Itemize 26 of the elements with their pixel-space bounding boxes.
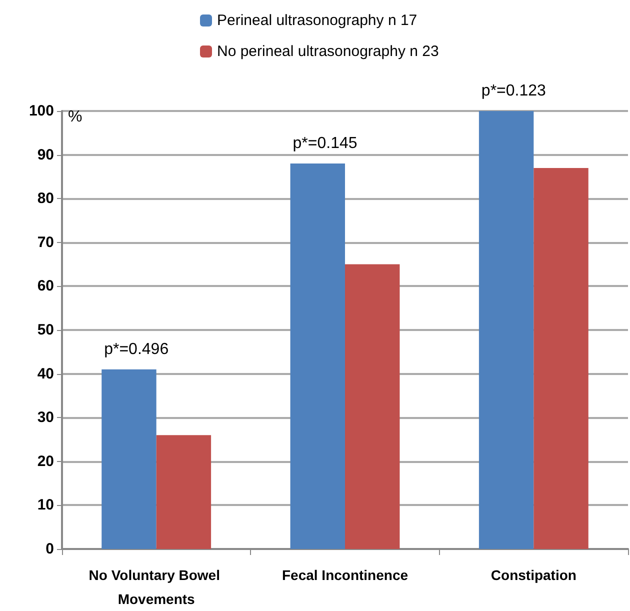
bar xyxy=(478,111,534,549)
legend-label: No perineal ultrasonography n 23 xyxy=(217,43,439,60)
x-tick-label: Constipation xyxy=(490,567,576,583)
y-tick-label: 10 xyxy=(37,496,54,514)
bar xyxy=(345,264,400,549)
y-tick-label: 50 xyxy=(37,322,54,338)
annotation: p*=0.123 xyxy=(481,82,546,100)
annotation: p*=0.145 xyxy=(292,135,358,152)
y-tick-label: 60 xyxy=(37,278,54,295)
bar xyxy=(290,164,345,549)
bar xyxy=(534,168,588,549)
y-tick-label: 40 xyxy=(37,365,54,382)
x-tick-label: No Voluntary Bowel Movements xyxy=(88,567,224,607)
bar xyxy=(156,435,212,549)
y-tick-label: 70 xyxy=(37,234,54,251)
x-tick-label: Fecal Incontinence xyxy=(282,567,408,583)
bar xyxy=(102,369,156,549)
annotation: p*=0.496 xyxy=(104,340,169,358)
y-tick-label: 80 xyxy=(37,190,54,208)
y-tick-label: 20 xyxy=(37,452,54,470)
legend-label: Perineal ultrasonography n 17 xyxy=(217,12,418,29)
y-tick-label: 30 xyxy=(37,409,54,426)
y-axis-title: % xyxy=(68,108,82,126)
y-tick-label: 100 xyxy=(28,102,54,120)
y-tick-label: 0 xyxy=(46,540,54,558)
y-tick-label: 90 xyxy=(37,146,54,164)
